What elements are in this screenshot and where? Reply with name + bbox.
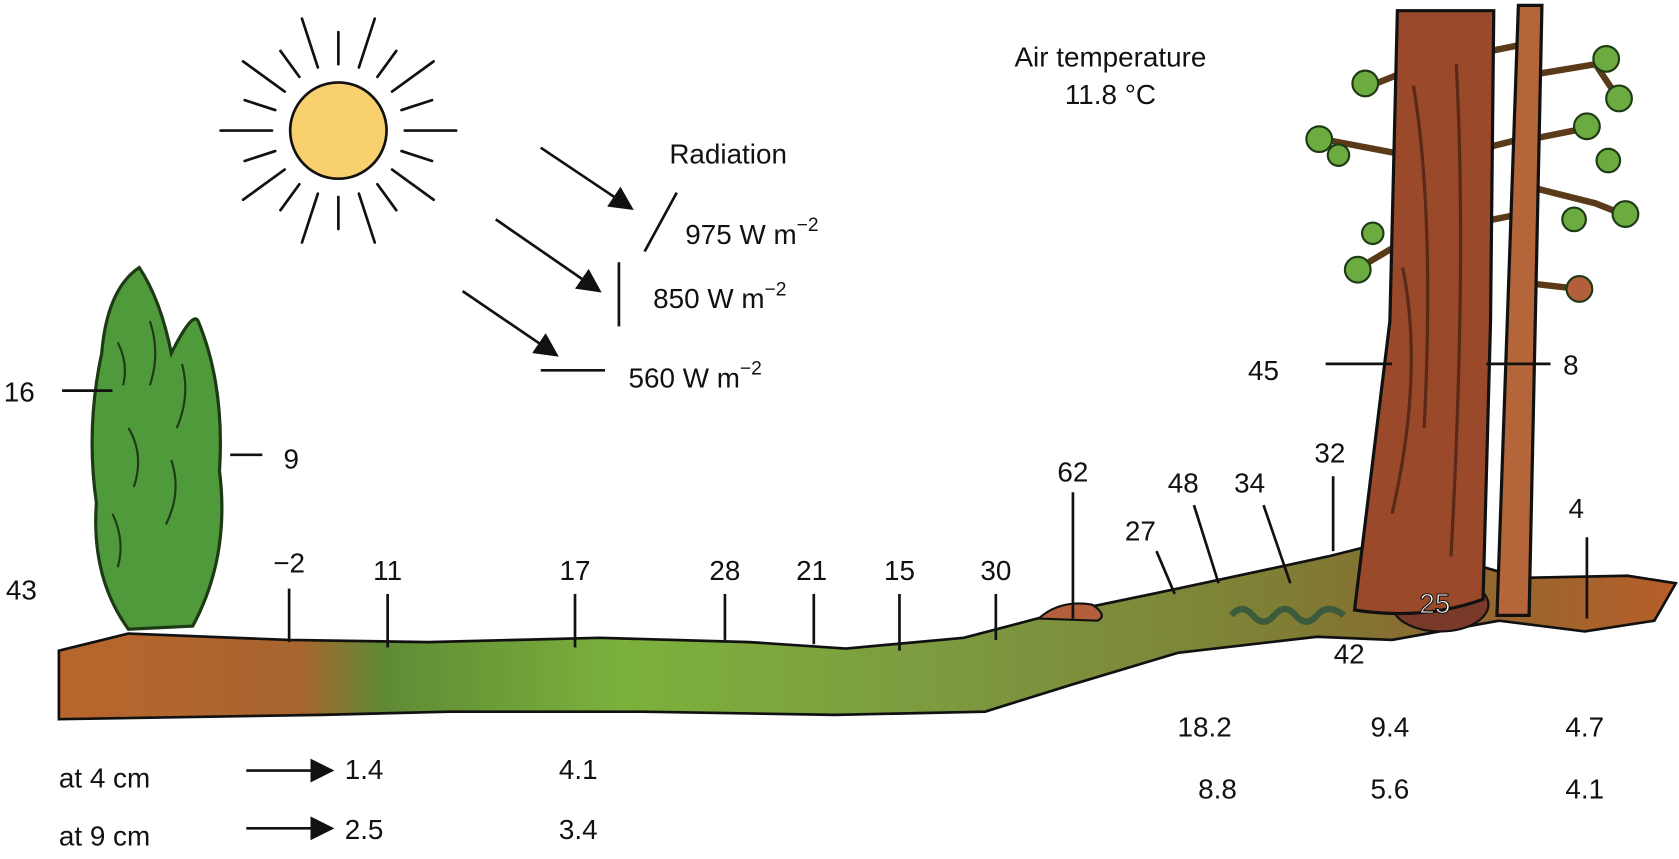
depth-label: at 9 cm bbox=[59, 820, 150, 851]
surface-temperature: 62 bbox=[1057, 457, 1088, 488]
surface-temperature: 15 bbox=[884, 555, 915, 586]
radiation-flux: 850 W m−2 bbox=[653, 279, 786, 314]
depth-temperature: 4.7 bbox=[1565, 711, 1604, 742]
surface-temperature: −2 bbox=[273, 548, 305, 579]
stone bbox=[1035, 602, 1103, 622]
depth-temperature: 5.6 bbox=[1371, 773, 1410, 804]
surface-temperature: 11 bbox=[373, 555, 402, 586]
surface-temperature: 8 bbox=[1563, 350, 1578, 381]
sun-ray bbox=[243, 149, 277, 163]
depth-label: at 4 cm bbox=[59, 763, 150, 794]
flux-text: 975 W m bbox=[685, 219, 796, 250]
sun-ray bbox=[390, 60, 436, 93]
air-label: Air temperature bbox=[1014, 41, 1206, 72]
radiation-arrows bbox=[461, 146, 678, 372]
bush bbox=[90, 265, 224, 631]
surface-temperature: 27 bbox=[1125, 515, 1156, 546]
sun-ray bbox=[357, 192, 377, 244]
worm bbox=[1228, 605, 1346, 625]
depth-temperature: 3.4 bbox=[559, 814, 598, 845]
surface-temperature: 48 bbox=[1168, 467, 1199, 498]
trees bbox=[1305, 3, 1640, 617]
sun-ray bbox=[357, 17, 377, 69]
surface-temperature: 21 bbox=[796, 555, 827, 586]
sun-ray bbox=[241, 60, 286, 93]
sun-ray bbox=[300, 17, 320, 69]
depth-temperature: 2.5 bbox=[345, 814, 384, 845]
flux-sup: −2 bbox=[765, 279, 787, 300]
depth-temperature: 8.8 bbox=[1198, 773, 1237, 804]
surface-temperature: 4 bbox=[1568, 493, 1583, 524]
depth-temperature: 18.2 bbox=[1178, 711, 1232, 742]
surface-temperature: 32 bbox=[1314, 437, 1345, 468]
air-value: 11.8 °C bbox=[1065, 79, 1156, 110]
surface-temperature: 34 bbox=[1234, 467, 1265, 498]
sun bbox=[219, 17, 458, 244]
surface-temperature: 43 bbox=[6, 574, 37, 605]
sun-ray bbox=[279, 49, 301, 79]
sun-ray bbox=[400, 98, 434, 112]
leader-lines bbox=[62, 362, 1589, 841]
sun-ray bbox=[243, 98, 277, 112]
depth-temperature: 9.4 bbox=[1371, 711, 1410, 742]
radiation-title: Radiation bbox=[669, 139, 787, 170]
ground bbox=[57, 539, 1678, 721]
sun-ray bbox=[376, 49, 398, 79]
surface-temperature: 45 bbox=[1248, 355, 1279, 386]
sun-ray bbox=[390, 168, 436, 202]
surface-temperature: 17 bbox=[560, 555, 591, 586]
depth-temperature: 1.4 bbox=[345, 754, 384, 785]
depth-temperature: 4.1 bbox=[1565, 773, 1604, 804]
flux-text: 560 W m bbox=[629, 362, 740, 393]
sun-ray bbox=[376, 182, 398, 212]
bush-texture bbox=[111, 320, 187, 568]
flux-sup: −2 bbox=[740, 359, 762, 380]
surface-temperature: 42 bbox=[1334, 639, 1365, 670]
surface-temperature: 16 bbox=[4, 376, 35, 407]
radiation-flux: 560 W m−2 bbox=[629, 359, 762, 394]
depth-temperature: 4.1 bbox=[559, 754, 598, 785]
surface-temperature: 28 bbox=[709, 555, 740, 586]
sun-ray bbox=[400, 149, 434, 163]
radiation-flux: 975 W m−2 bbox=[685, 215, 818, 250]
flux-sup: −2 bbox=[797, 215, 819, 236]
surface-temperature: 25 bbox=[1419, 588, 1450, 619]
flux-text: 850 W m bbox=[653, 283, 764, 314]
sun-ray bbox=[241, 168, 286, 202]
sun-ray bbox=[300, 192, 320, 244]
surface-temperature: 30 bbox=[980, 555, 1011, 586]
surface-temperature: 9 bbox=[284, 444, 299, 475]
sun-ray bbox=[279, 182, 301, 212]
